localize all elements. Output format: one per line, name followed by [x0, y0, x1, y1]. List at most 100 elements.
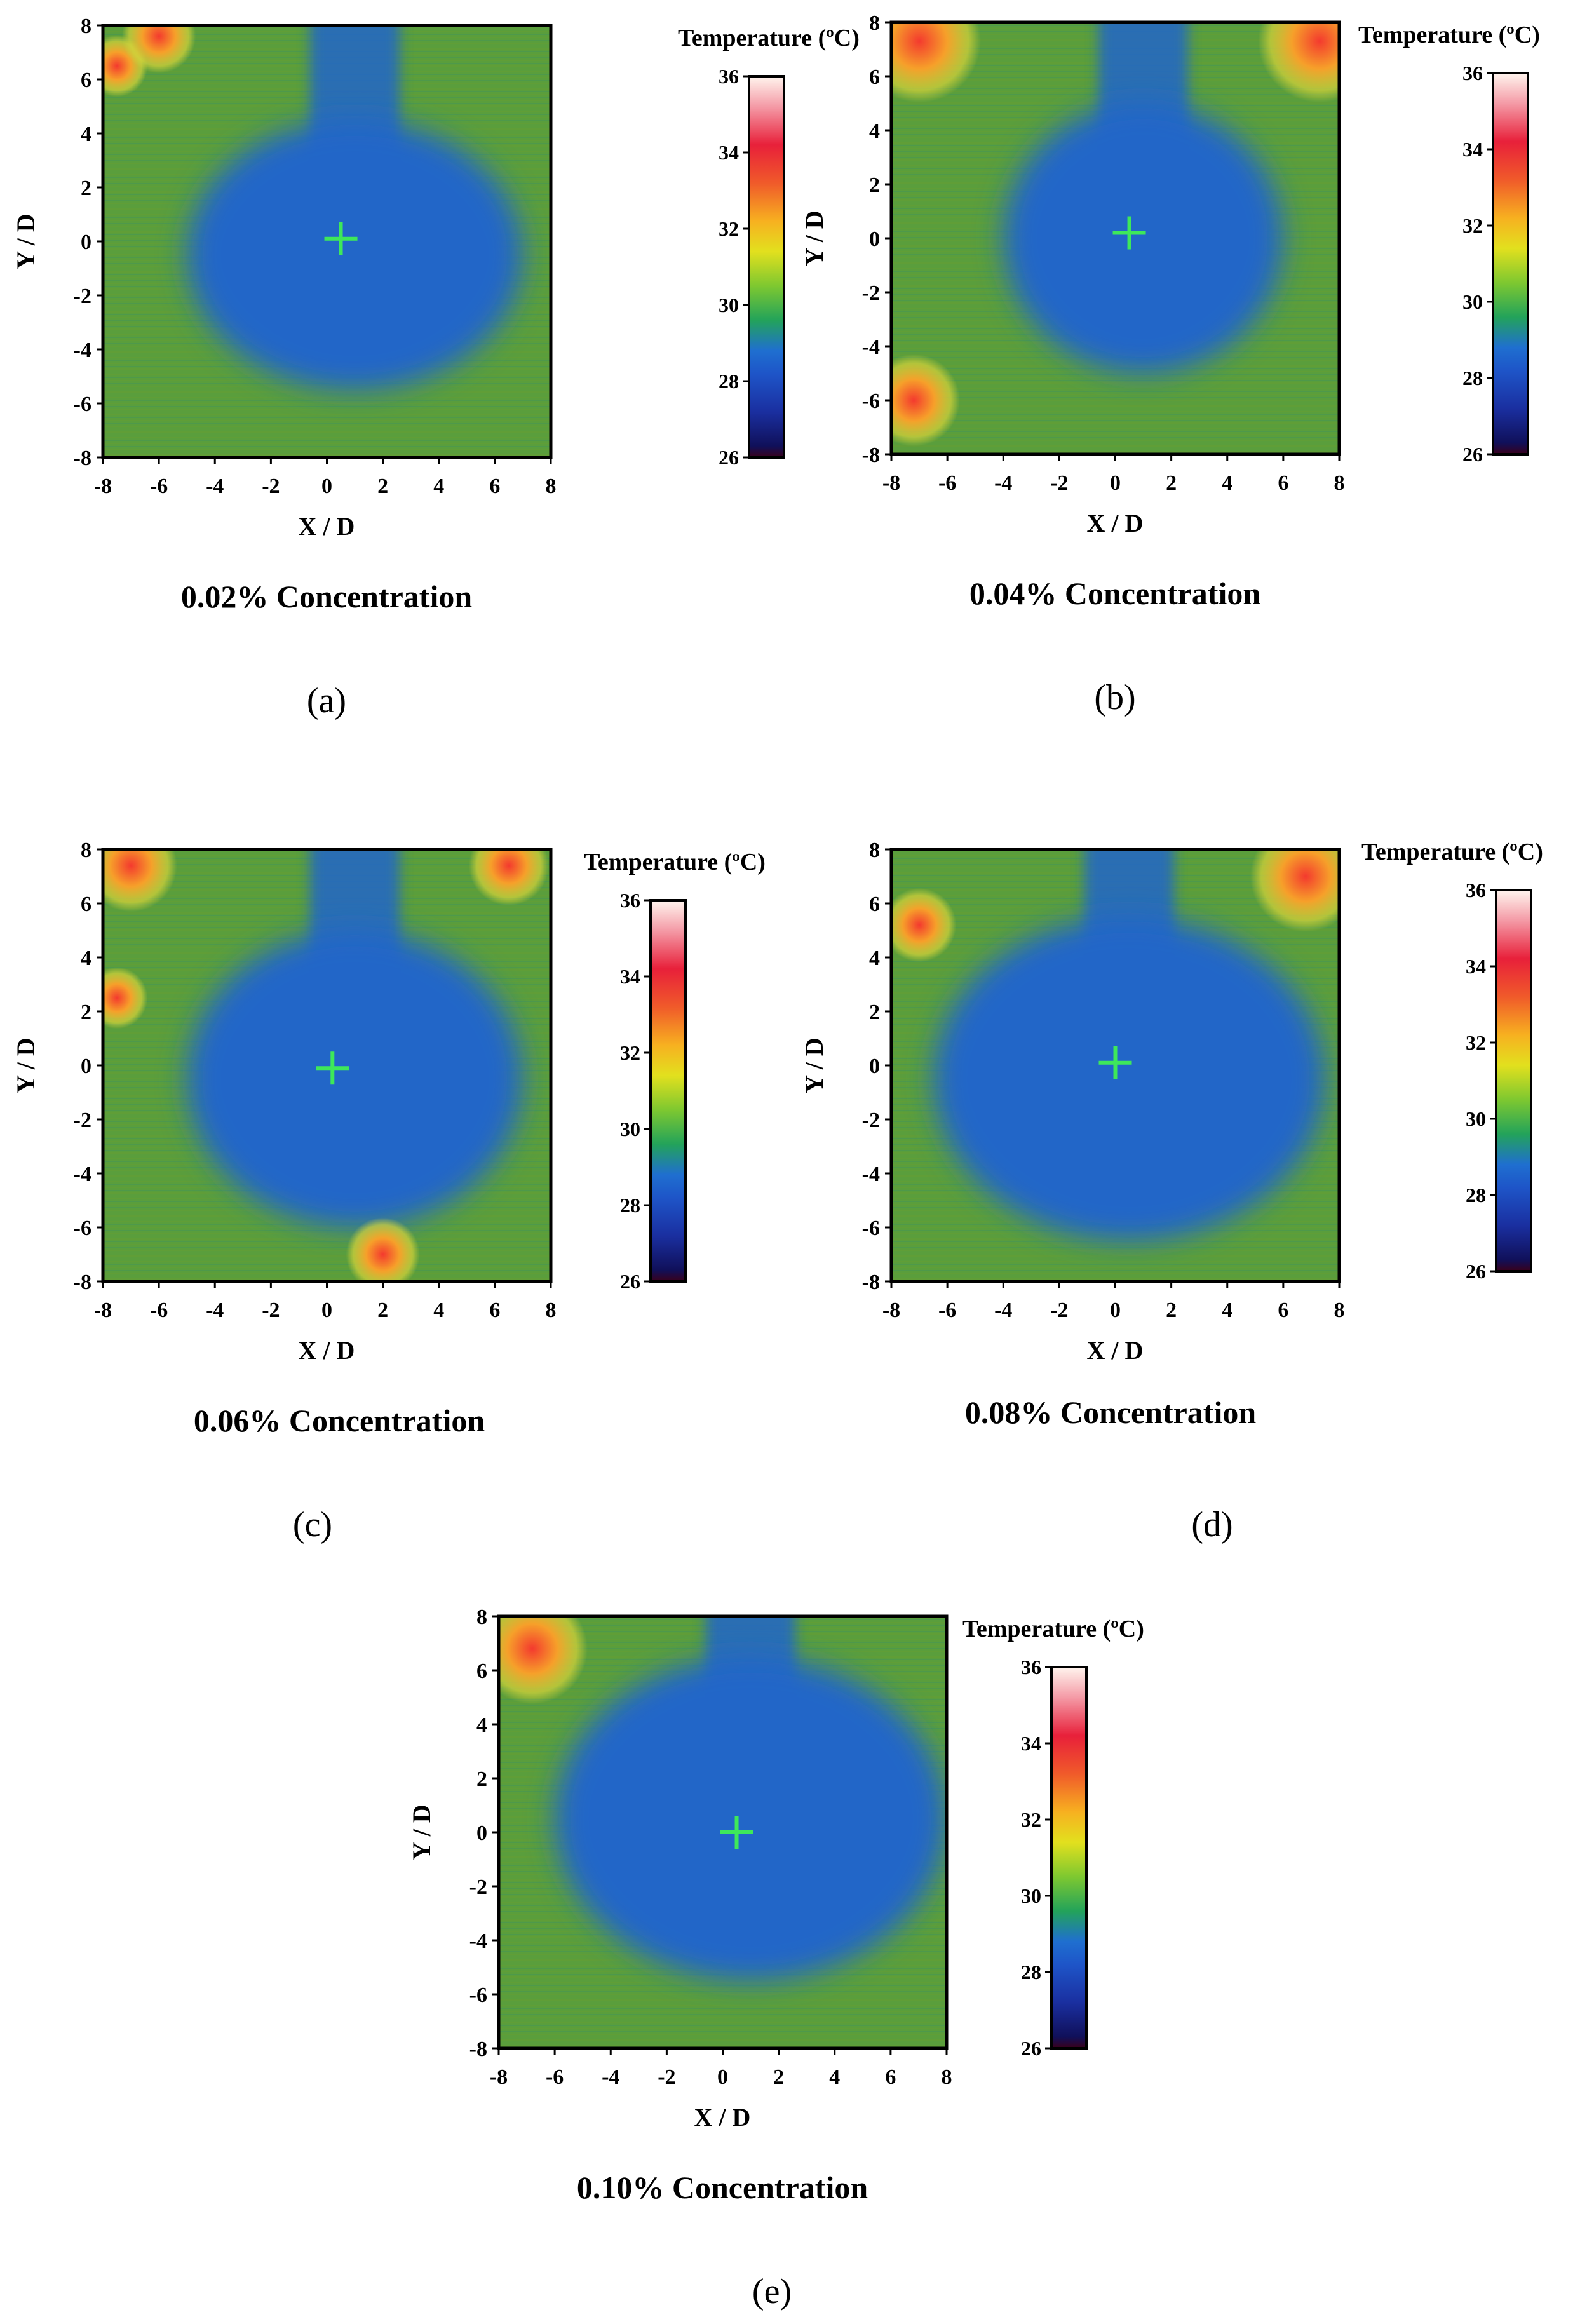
cool-zone: [933, 917, 1325, 1241]
colorbar-ticks: 36 34 32 30 28 26: [620, 889, 651, 1293]
y-tick-label: -4: [862, 1163, 880, 1186]
x-axis-label: X / D: [299, 1336, 355, 1365]
colorbar-tick-label: 26: [1466, 1260, 1486, 1283]
colorbar-tick-label: 32: [1021, 1808, 1041, 1831]
y-tick-label: 0: [476, 1821, 487, 1845]
colorbar-tick-label: 26: [620, 1270, 640, 1293]
cool-zone: [187, 930, 523, 1227]
panel-caption: 0.02% Concentration: [181, 579, 472, 614]
y-tick-label: -4: [862, 335, 880, 359]
x-tick-label: 8: [942, 2065, 952, 2089]
x-ticks: -8 -6 -4 -2 0 2 4 6 8: [882, 454, 1345, 495]
heatmap-field: [499, 1616, 947, 2048]
y-tick-label: 0: [869, 227, 880, 251]
field-layers: [103, 849, 551, 1281]
y-tick-label: -8: [74, 447, 91, 470]
y-tick-label: -8: [862, 1271, 880, 1294]
colorbar-title: Temperature (ºC): [1361, 839, 1543, 865]
y-ticks: 8 6 4 2 0 -2 -4 -6 -8: [862, 11, 891, 467]
colorbar-tick-label: 28: [1466, 1184, 1486, 1206]
x-tick-label: 2: [1166, 1299, 1177, 1322]
x-axis-label: X / D: [1087, 509, 1144, 537]
y-ticks: 8 6 4 2 0 -2 -4 -6 -8: [74, 839, 103, 1294]
x-tick-label: -2: [1050, 471, 1068, 495]
colorbar: Temperature (ºC) 36 34 32 30 28 26: [962, 1616, 1144, 2060]
y-tick-label: -2: [862, 1109, 880, 1132]
colorbar-tick-label: 34: [1466, 955, 1486, 978]
y-tick-label: 6: [81, 69, 91, 92]
x-tick-label: -4: [602, 2065, 619, 2089]
x-ticks: -8 -6 -4 -2 0 2 4 6 8: [490, 2048, 952, 2089]
cool-zone: [555, 1656, 947, 1981]
field-layers: [499, 1616, 947, 2048]
colorbar-tick-label: 30: [719, 294, 739, 316]
x-tick-label: 2: [773, 2065, 784, 2089]
x-tick-label: 4: [433, 1299, 444, 1322]
y-tick-label: 8: [81, 839, 91, 862]
field-layers: [891, 849, 1339, 1281]
colorbar: Temperature (ºC) 36 34 32 30 28 26: [1358, 22, 1540, 466]
x-tick-label: -4: [206, 475, 224, 498]
y-tick-label: 2: [869, 1001, 880, 1024]
y-tick-label: 6: [476, 1659, 487, 1683]
x-tick-label: -6: [546, 2065, 564, 2089]
colorbar-gradient: [1050, 1666, 1088, 2050]
y-tick-label: 4: [869, 947, 880, 970]
colorbar: Temperature (ºC) 36 34 32 30 28 26: [584, 849, 766, 1293]
colorbar-tick-label: 34: [620, 965, 640, 988]
colorbar-tick-label: 32: [719, 217, 739, 240]
colorbar-gradient: [1495, 889, 1532, 1273]
heatmap-field: [891, 22, 1339, 454]
x-tick-label: 8: [1334, 1299, 1345, 1322]
x-tick-label: -4: [994, 471, 1012, 495]
x-tick-label: 8: [546, 1299, 557, 1322]
colorbar-tick-label: 34: [1462, 138, 1483, 161]
cross-marker: [1098, 1046, 1132, 1079]
x-tick-label: -4: [206, 1299, 224, 1322]
x-tick-label: 4: [433, 475, 444, 498]
x-tick-label: 6: [489, 1299, 500, 1322]
x-tick-label: -2: [262, 475, 280, 498]
x-tick-label: 0: [1110, 471, 1121, 495]
y-ticks: 8 6 4 2 0 -2 -4 -6 -8: [469, 1605, 499, 2061]
y-tick-label: 6: [869, 893, 880, 916]
x-tick-label: -8: [882, 1299, 900, 1322]
cross-marker: [316, 1051, 349, 1085]
heatmap-field: [891, 849, 1339, 1281]
colorbar-tick-label: 36: [1021, 1656, 1041, 1679]
colorbar-ticks: 36 34 32 30 28 26: [1466, 879, 1496, 1283]
y-ticks: 8 6 4 2 0 -2 -4 -6 -8: [74, 15, 103, 470]
colorbar-tick-label: 30: [620, 1118, 640, 1140]
y-ticks: 8 6 4 2 0 -2 -4 -6 -8: [862, 839, 891, 1294]
x-tick-label: 0: [321, 1299, 332, 1322]
colorbar-title: Temperature (ºC): [584, 849, 766, 875]
colorbar-tick-label: 28: [1462, 367, 1483, 389]
colorbar-tick-label: 30: [1462, 290, 1483, 313]
colorbar-title: Temperature (ºC): [1358, 22, 1540, 48]
hot-spot: [468, 849, 549, 906]
field-layers: [891, 22, 1339, 454]
panel-letter: (c): [293, 1505, 332, 1544]
hot-spot: [891, 888, 957, 963]
y-tick-label: 2: [869, 173, 880, 197]
colorbar-tick-label: 30: [1466, 1107, 1486, 1130]
colorbar-tick-label: 28: [620, 1194, 640, 1217]
x-tick-label: 0: [321, 475, 332, 498]
x-tick-label: -2: [658, 2065, 675, 2089]
x-tick-label: -8: [490, 2065, 508, 2089]
hot-spot: [891, 22, 981, 103]
heatmap-field: [103, 25, 551, 457]
colorbar-title: Temperature (ºC): [962, 1616, 1144, 1642]
colorbar-gradient: [748, 75, 785, 459]
x-tick-label: 4: [1222, 471, 1232, 495]
y-tick-label: -8: [469, 2037, 487, 2061]
y-tick-label: -2: [862, 281, 880, 305]
x-tick-label: 0: [1110, 1299, 1121, 1322]
y-tick-label: 0: [81, 231, 91, 254]
y-axis-label: Y / D: [11, 1037, 40, 1093]
colorbar-tick-label: 26: [719, 446, 739, 469]
y-axis-label: Y / D: [800, 1037, 828, 1093]
